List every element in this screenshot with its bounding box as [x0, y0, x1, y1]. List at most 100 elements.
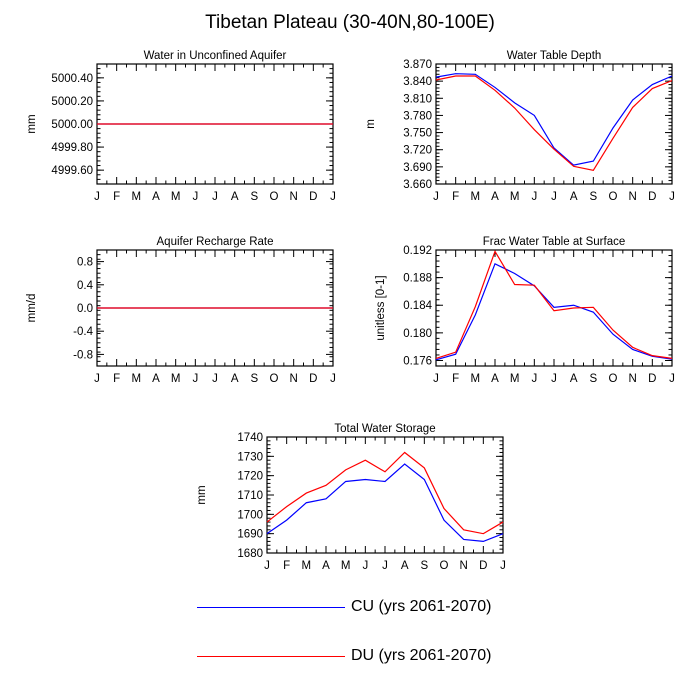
y-axis-label: unitless [0-1]	[375, 275, 387, 340]
x-tick-label: J	[212, 191, 218, 203]
x-tick-label: M	[132, 373, 142, 385]
y-tick-label: 1730	[237, 451, 263, 463]
x-tick-label: J	[192, 373, 198, 385]
x-tick-label: O	[609, 191, 618, 203]
y-tick-label: -0.8	[73, 349, 93, 361]
x-tick-label: J	[94, 373, 100, 385]
x-tick-label: F	[452, 373, 459, 385]
y-axis-label: mm/d	[26, 294, 38, 323]
series-line-cu	[266, 463, 504, 543]
x-tick-label: F	[452, 191, 459, 203]
y-tick-label: 0.0	[77, 303, 93, 315]
x-tick-label: M	[510, 191, 520, 203]
y-tick-label: 3.750	[403, 128, 432, 140]
panel-title: Frac Water Table at Surface	[483, 236, 626, 248]
legend-label-cu: CU (yrs 2061-2070)	[351, 598, 492, 615]
x-tick-label: A	[491, 373, 499, 385]
series-line-cu	[435, 73, 673, 166]
x-tick-label: J	[382, 560, 388, 572]
x-tick-label: J	[551, 373, 557, 385]
plot-frame	[266, 436, 504, 554]
x-tick-label: J	[330, 191, 336, 203]
y-tick-label: 3.870	[403, 59, 432, 71]
x-tick-label: M	[510, 373, 520, 385]
y-tick-label: 1680	[237, 548, 263, 560]
x-tick-label: D	[479, 560, 487, 572]
x-tick-label: N	[629, 373, 637, 385]
x-tick-label: D	[648, 191, 656, 203]
x-tick-label: S	[250, 191, 258, 203]
x-tick-label: J	[330, 373, 336, 385]
x-tick-label: O	[270, 373, 279, 385]
y-tick-label: 0.180	[403, 328, 432, 340]
x-tick-label: J	[264, 560, 270, 572]
y-tick-label: 4999.80	[51, 142, 93, 154]
x-tick-label: M	[171, 191, 181, 203]
x-tick-label: M	[171, 373, 181, 385]
series-line-du	[435, 75, 673, 171]
series-line-cu	[435, 262, 673, 361]
x-tick-label: J	[433, 373, 439, 385]
x-tick-label: O	[609, 373, 618, 385]
x-tick-label: F	[113, 373, 120, 385]
x-tick-label: J	[94, 191, 100, 203]
y-axis-label: mm	[26, 114, 38, 133]
x-tick-label: N	[460, 560, 468, 572]
x-tick-label: A	[401, 560, 409, 572]
x-tick-label: D	[309, 373, 317, 385]
plot-frame	[435, 63, 673, 185]
x-tick-label: A	[231, 373, 239, 385]
x-tick-label: M	[471, 191, 481, 203]
x-tick-label: J	[362, 560, 368, 572]
x-tick-label: J	[433, 191, 439, 203]
y-tick-label: 5000.20	[51, 96, 93, 108]
legend-line-du	[197, 656, 345, 657]
y-axis-label: m	[365, 119, 377, 129]
x-tick-label: S	[420, 560, 428, 572]
x-tick-label: F	[113, 191, 120, 203]
x-tick-label: A	[570, 191, 578, 203]
legend-line-cu	[197, 607, 345, 608]
y-tick-label: 3.810	[403, 93, 432, 105]
y-tick-label: -0.4	[73, 326, 93, 338]
panel-title: Water in Unconfined Aquifer	[144, 50, 287, 62]
y-tick-label: 0.184	[403, 300, 432, 312]
y-tick-label: 0.188	[403, 273, 432, 285]
y-tick-label: 4999.60	[51, 165, 93, 177]
y-tick-label: 3.780	[403, 110, 432, 122]
x-tick-label: N	[290, 191, 298, 203]
x-tick-label: J	[531, 373, 537, 385]
x-tick-label: J	[669, 191, 675, 203]
y-tick-label: 5000.40	[51, 73, 93, 85]
y-tick-label: 0.176	[403, 355, 432, 367]
x-tick-label: J	[669, 373, 675, 385]
y-tick-label: 0.8	[77, 257, 93, 269]
x-tick-label: O	[270, 191, 279, 203]
x-tick-label: J	[192, 191, 198, 203]
x-tick-label: N	[629, 191, 637, 203]
x-tick-label: F	[283, 560, 290, 572]
y-tick-label: 5000.00	[51, 119, 93, 131]
x-tick-label: J	[212, 373, 218, 385]
y-tick-label: 1710	[237, 490, 263, 502]
series-line-du	[266, 451, 504, 535]
x-tick-label: J	[531, 191, 537, 203]
y-tick-label: 3.690	[403, 162, 432, 174]
x-tick-label: O	[440, 560, 449, 572]
y-tick-label: 3.660	[403, 179, 432, 191]
series-line-du	[435, 249, 673, 359]
panel-title: Water Table Depth	[507, 50, 602, 62]
x-tick-label: A	[322, 560, 330, 572]
x-tick-label: A	[491, 191, 499, 203]
x-tick-label: A	[570, 373, 578, 385]
x-tick-label: J	[551, 191, 557, 203]
y-axis-label: mm	[196, 485, 208, 504]
y-tick-label: 3.840	[403, 76, 432, 88]
x-tick-label: M	[471, 373, 481, 385]
legend-label-du: DU (yrs 2061-2070)	[351, 647, 492, 664]
panel-frac: Frac Water Table at Surface unitless [0-1…	[375, 236, 675, 385]
